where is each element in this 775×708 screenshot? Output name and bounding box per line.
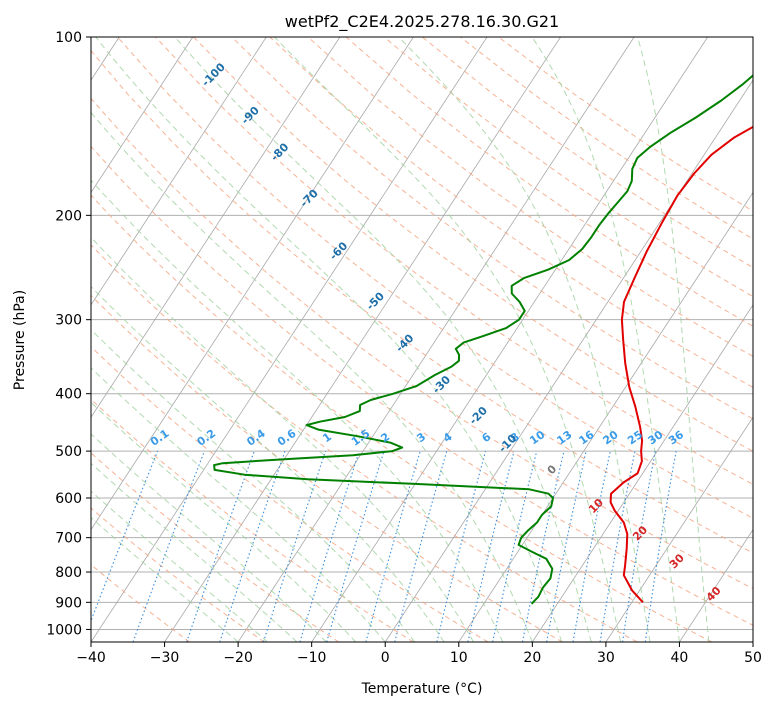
dry-adiabat-10: [91, 346, 489, 642]
sounding-profiles: [213, 74, 753, 605]
x-tick-label: 30: [597, 650, 615, 666]
pressure-gridlines: [91, 37, 753, 630]
isotherm-0: [384, 79, 753, 642]
x-axis-label: Temperature (°C): [361, 681, 483, 697]
dry-adiabat-60: [91, 97, 753, 590]
moist-adiabat-40: [531, 37, 680, 642]
moist-adiabat-36: [398, 37, 651, 642]
mixing-ratio-line-10: [492, 450, 538, 642]
mixing-ratio-lines: [91, 450, 677, 642]
isotherm-20: [531, 304, 753, 642]
mixing-ratio-line-3: [365, 450, 421, 642]
y-tick-label: 800: [55, 565, 82, 581]
isotherm-10: [458, 191, 753, 642]
dry-adiabat-30: [91, 244, 638, 642]
x-tick-label: −40: [76, 650, 106, 666]
mixing-ratio-line-6: [436, 450, 487, 642]
y-tick-label: 900: [55, 595, 82, 611]
moist-adiabat-24: [95, 37, 563, 642]
x-tick-label: 20: [523, 650, 541, 666]
dry-adiabat--20: [91, 507, 265, 642]
mixing-ratio-line-13: [521, 450, 565, 642]
chart-title: wetPf2_C2E4.2025.278.16.30.G21: [285, 12, 559, 32]
mixing-ratio-line-4: [394, 450, 448, 642]
dry-adiabat-40: [91, 194, 713, 642]
moist-adiabat-32: [274, 37, 622, 642]
moist-adiabat--4: [91, 401, 357, 642]
mixing-ratio-line-36: [644, 450, 677, 642]
dry-adiabat-100: [193, 37, 753, 452]
moist-adiabat-28: [174, 37, 592, 642]
moist-adiabat-20: [91, 111, 533, 642]
x-tick-label: 50: [744, 650, 762, 666]
y-axis: 100 200 300 400 500 600 700 800 900 1000: [46, 30, 91, 638]
x-tick-label: 10: [450, 650, 468, 666]
moist-adiabat-16: [91, 179, 504, 642]
moist-adiabat-4: [91, 328, 416, 642]
y-tick-label: 300: [55, 313, 82, 329]
isotherm--30: [164, 37, 561, 642]
mixing-ratio-line-0.2: [132, 450, 205, 642]
moist-adiabat--16: [91, 490, 268, 642]
dewpoint-line: [213, 74, 753, 605]
x-tick-label: 0: [381, 650, 390, 666]
dry-adiabat-20: [91, 294, 563, 642]
mixing-ratio-line-1.5: [299, 450, 360, 642]
moist-adiabat--12: [91, 462, 298, 642]
x-tick-label: −20: [223, 650, 253, 666]
mixing-ratio-line-1: [262, 450, 327, 642]
y-tick-label: 200: [55, 208, 82, 224]
moist-adiabat-8: [91, 285, 445, 642]
isotherm--60: [91, 37, 341, 418]
mixing-ratio-line-8: [467, 450, 515, 642]
dry-adiabat-150: [383, 37, 753, 298]
moist-adiabat-44: [637, 37, 710, 642]
x-axis: −40 −30 −20 −10 0 10 20 30 40 50: [76, 642, 762, 666]
y-tick-label: 1000: [46, 622, 82, 638]
y-tick-label: 500: [55, 444, 82, 460]
dry-adiabat-80: [117, 37, 753, 519]
y-axis-label: Pressure (hPa): [12, 290, 28, 390]
isotherm-40: [679, 528, 753, 642]
y-tick-label: 600: [55, 491, 82, 507]
isotherm--70: [91, 37, 267, 306]
isotherm--20: [237, 37, 635, 642]
mixing-ratio-line-0.4: [186, 450, 255, 642]
dry-adiabat-50: [91, 145, 753, 626]
y-tick-label: 100: [55, 30, 82, 46]
moist-adiabat--8: [91, 433, 327, 642]
moist-adiabat-0: [91, 367, 386, 642]
dry-adiabat-110: [231, 37, 753, 420]
isotherm-30: [605, 416, 753, 642]
dry-adiabat-130: [307, 37, 753, 358]
isotherm--80: [91, 37, 194, 194]
isotherm--40: [91, 37, 488, 642]
x-tick-label: −30: [150, 650, 180, 666]
moist-adiabat--20: [91, 516, 239, 642]
y-tick-label: 700: [55, 531, 82, 547]
mixing-ratio-line-0.6: [219, 450, 286, 642]
mixing-ratio-line-0.1: [91, 450, 159, 623]
moist-adiabats: [91, 37, 710, 642]
mixing-ratio-line-2: [326, 450, 385, 642]
plot-frame: [90, 36, 754, 643]
x-tick-label: −10: [297, 650, 327, 666]
moist-adiabat-12: [91, 236, 474, 642]
y-tick-label: 400: [55, 387, 82, 403]
isotherm--50: [91, 37, 414, 531]
x-tick-label: 40: [671, 650, 689, 666]
temperature-line: [609, 125, 753, 603]
